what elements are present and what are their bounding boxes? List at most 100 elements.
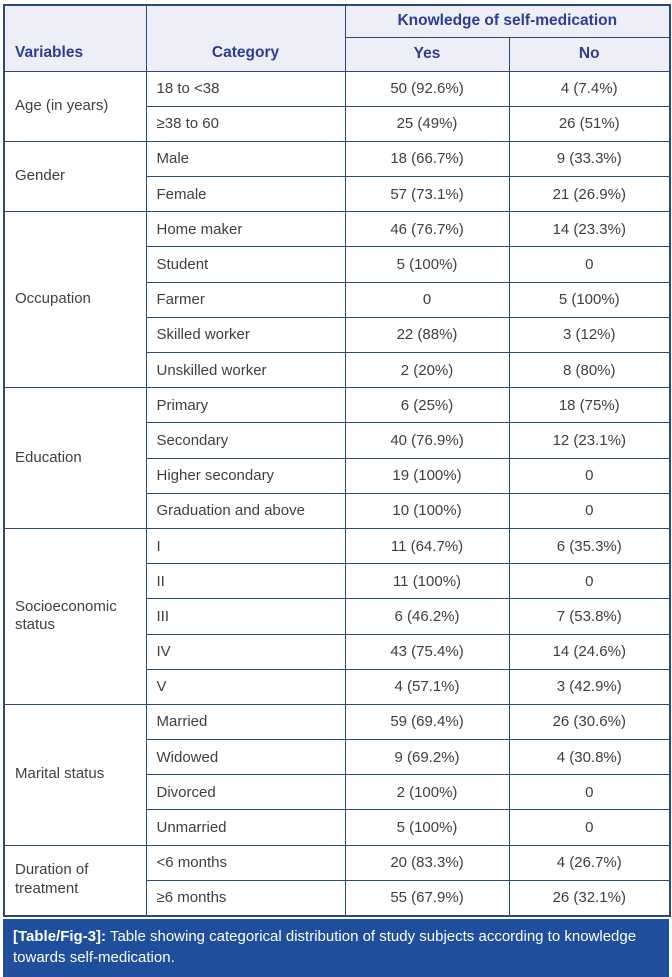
yes-cell: 25 (49%) bbox=[344, 105, 510, 142]
no-cell: 21 (26.9%) bbox=[508, 176, 671, 213]
variable-cell-marital: Marital status bbox=[3, 703, 147, 846]
table-caption: [Table/Fig-3]: Table showing categorical… bbox=[3, 918, 669, 977]
table-row: Socioeconomic status I 11 (64.7%) 6 (35.… bbox=[3, 527, 671, 705]
category-cell: Married bbox=[145, 703, 346, 741]
category-cell: II bbox=[145, 563, 346, 600]
variable-cell-age: Age (in years) bbox=[3, 70, 147, 142]
yes-cell: 11 (100%) bbox=[344, 563, 510, 600]
yes-cell: 11 (64.7%) bbox=[344, 527, 510, 565]
no-cell: 26 (30.6%) bbox=[508, 703, 671, 741]
yes-cell: 43 (75.4%) bbox=[344, 633, 510, 670]
no-cell: 26 (32.1%) bbox=[508, 879, 671, 917]
table-row: Duration of treatment <6 months 20 (83.3… bbox=[3, 844, 671, 917]
yes-cell: 4 (57.1%) bbox=[344, 668, 510, 705]
yes-cell: 57 (73.1%) bbox=[344, 176, 510, 213]
category-cell: ≥6 months bbox=[145, 879, 346, 917]
table-row: Student 5 (100%) 0 bbox=[4, 246, 671, 283]
table-row: Female 57 (73.1%) 21 (26.9%) bbox=[4, 176, 671, 213]
table-row: ≥6 months 55 (67.9%) 26 (32.1%) bbox=[4, 879, 671, 917]
yes-cell: 6 (25%) bbox=[344, 387, 510, 424]
no-cell: 0 bbox=[508, 457, 671, 494]
category-cell: Widowed bbox=[145, 739, 346, 776]
yes-cell: 5 (100%) bbox=[344, 809, 510, 846]
knowledge-table: Variables Category Knowledge of self-med… bbox=[3, 4, 672, 917]
category-cell: Secondary bbox=[145, 422, 346, 459]
variable-cell-socioeconomic: Socioeconomic status bbox=[3, 527, 147, 705]
no-cell: 0 bbox=[508, 774, 671, 811]
table-row: Unmarried 5 (100%) 0 bbox=[4, 809, 671, 846]
yes-cell: 19 (100%) bbox=[344, 457, 510, 494]
table-row: Occupation Home maker 46 (76.7%) 14 (23.… bbox=[3, 211, 671, 389]
table-row: ≥38 to 60 25 (49%) 26 (51%) bbox=[4, 105, 671, 142]
no-cell: 7 (53.8%) bbox=[508, 598, 671, 635]
header-yes: Yes bbox=[344, 36, 510, 72]
category-cell: Unskilled worker bbox=[145, 351, 346, 389]
no-cell: 14 (24.6%) bbox=[508, 633, 671, 670]
category-cell: I bbox=[145, 527, 346, 565]
yes-cell: 46 (76.7%) bbox=[344, 211, 510, 248]
no-cell: 18 (75%) bbox=[508, 387, 671, 424]
header-no: No bbox=[508, 36, 671, 72]
category-cell: V bbox=[145, 668, 346, 705]
variable-cell-gender: Gender bbox=[3, 140, 147, 213]
no-cell: 14 (23.3%) bbox=[508, 211, 671, 248]
table-row: Education Primary 6 (25%) 18 (75%) bbox=[3, 387, 671, 529]
table-body: Age (in years) 18 to <38 50 (92.6%) 4 (7… bbox=[3, 70, 671, 917]
yes-cell: 59 (69.4%) bbox=[344, 703, 510, 741]
table-row: III 6 (46.2%) 7 (53.8%) bbox=[4, 598, 671, 635]
yes-cell: 22 (88%) bbox=[344, 316, 510, 354]
category-cell: Student bbox=[145, 246, 346, 283]
header-row-top: Variables Category Knowledge of self-med… bbox=[3, 4, 671, 72]
category-cell: <6 months bbox=[145, 844, 346, 881]
no-cell: 6 (35.3%) bbox=[508, 527, 671, 565]
no-cell: 4 (7.4%) bbox=[508, 70, 671, 107]
category-cell: Primary bbox=[145, 387, 346, 424]
table-row: Marital status Married 59 (69.4%) 26 (30… bbox=[3, 703, 671, 846]
table-row: Secondary 40 (76.9%) 12 (23.1%) bbox=[4, 422, 671, 459]
table-row: V 4 (57.1%) 3 (42.9%) bbox=[4, 668, 671, 705]
header-category: Category bbox=[145, 4, 346, 72]
header-row-sub: Yes No bbox=[4, 36, 671, 72]
table-row: Farmer 0 5 (100%) bbox=[4, 281, 671, 318]
no-cell: 9 (33.3%) bbox=[508, 140, 671, 178]
yes-cell: 40 (76.9%) bbox=[344, 422, 510, 459]
no-cell: 5 (100%) bbox=[508, 281, 671, 318]
category-cell: III bbox=[145, 598, 346, 635]
category-cell: Graduation and above bbox=[145, 492, 346, 529]
variable-cell-education: Education bbox=[3, 387, 147, 529]
yes-cell: 2 (100%) bbox=[344, 774, 510, 811]
yes-cell: 18 (66.7%) bbox=[344, 140, 510, 178]
yes-cell: 10 (100%) bbox=[344, 492, 510, 529]
category-cell: Divorced bbox=[145, 774, 346, 811]
category-cell: Home maker bbox=[145, 211, 346, 248]
no-cell: 3 (42.9%) bbox=[508, 668, 671, 705]
category-cell: ≥38 to 60 bbox=[145, 105, 346, 142]
yes-cell: 55 (67.9%) bbox=[344, 879, 510, 917]
category-cell: Skilled worker bbox=[145, 316, 346, 354]
table-header: Variables Category Knowledge of self-med… bbox=[3, 4, 671, 72]
yes-cell: 2 (20%) bbox=[344, 351, 510, 389]
header-knowledge: Knowledge of self-medication bbox=[344, 4, 671, 38]
category-cell: 18 to <38 bbox=[145, 70, 346, 107]
table-row: Widowed 9 (69.2%) 4 (30.8%) bbox=[4, 739, 671, 776]
no-cell: 4 (26.7%) bbox=[508, 844, 671, 881]
category-cell: Male bbox=[145, 140, 346, 178]
yes-cell: 9 (69.2%) bbox=[344, 739, 510, 776]
yes-cell: 5 (100%) bbox=[344, 246, 510, 283]
no-cell: 0 bbox=[508, 492, 671, 529]
no-cell: 4 (30.8%) bbox=[508, 739, 671, 776]
no-cell: 0 bbox=[508, 809, 671, 846]
no-cell: 26 (51%) bbox=[508, 105, 671, 142]
category-cell: Female bbox=[145, 176, 346, 213]
yes-cell: 20 (83.3%) bbox=[344, 844, 510, 881]
no-cell: 12 (23.1%) bbox=[508, 422, 671, 459]
caption-label: [Table/Fig-3]: bbox=[13, 927, 107, 945]
no-cell: 0 bbox=[508, 246, 671, 283]
category-cell: Farmer bbox=[145, 281, 346, 318]
header-variables: Variables bbox=[3, 4, 147, 72]
no-cell: 8 (80%) bbox=[508, 351, 671, 389]
table-row: Gender Male 18 (66.7%) 9 (33.3%) bbox=[3, 140, 671, 213]
table-row: Skilled worker 22 (88%) 3 (12%) bbox=[4, 316, 671, 354]
table-row: Unskilled worker 2 (20%) 8 (80%) bbox=[4, 351, 671, 389]
